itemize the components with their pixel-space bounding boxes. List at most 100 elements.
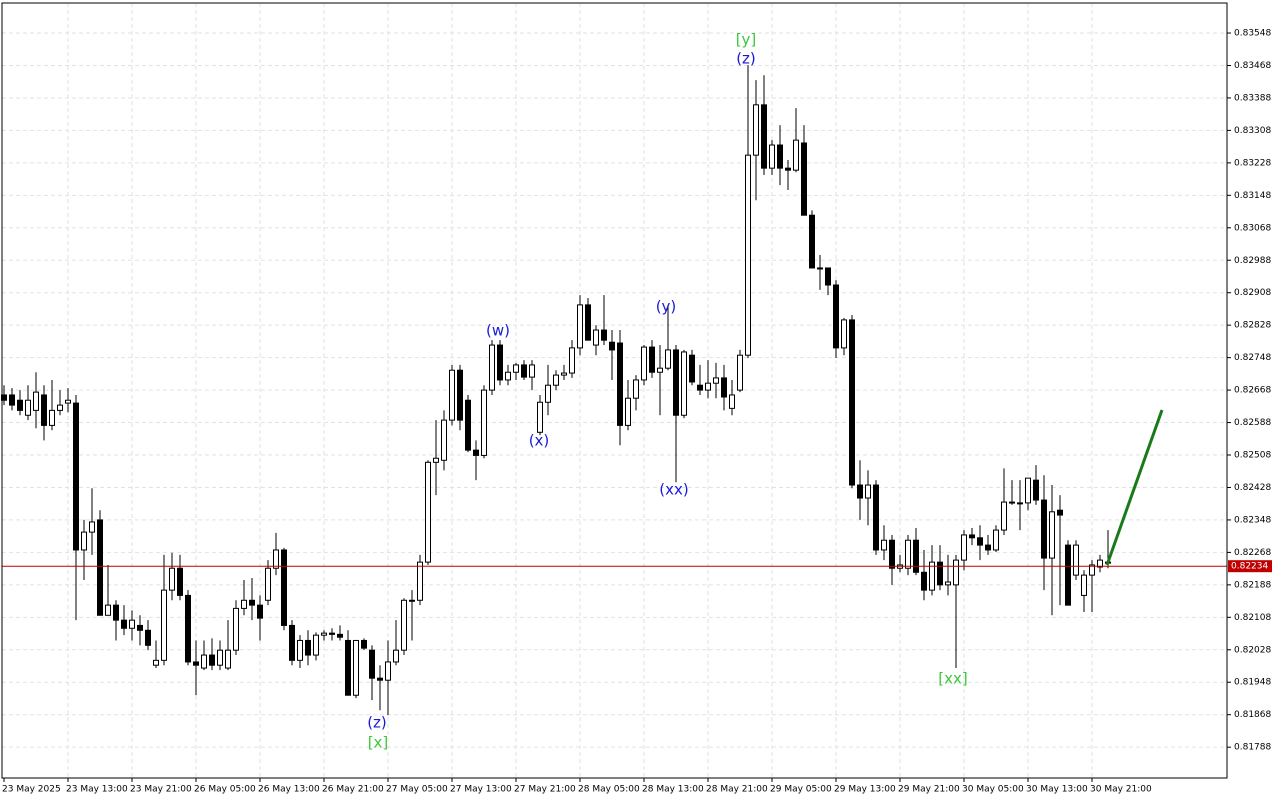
y-tick-label: 0.82908 xyxy=(1234,288,1271,298)
grid xyxy=(2,3,1227,778)
candle-body xyxy=(265,567,271,601)
candle-body xyxy=(377,677,383,681)
x-tick-label: 29 May 13:00 xyxy=(834,785,896,795)
candle-body xyxy=(161,589,167,661)
candle-body xyxy=(577,304,583,349)
candle-body xyxy=(81,531,87,551)
candle-body xyxy=(833,284,839,349)
candle-body xyxy=(977,537,983,546)
x-tick-label: 30 May 13:00 xyxy=(1026,785,1088,795)
candles xyxy=(1,65,1111,716)
candle-body xyxy=(785,167,791,171)
candle-body xyxy=(513,364,519,373)
candle-body xyxy=(313,634,319,656)
candle-body xyxy=(857,484,863,499)
y-tick-label: 0.82428 xyxy=(1234,483,1271,493)
candle-body xyxy=(697,384,703,391)
candle-body xyxy=(217,649,223,666)
current-price-label: 0.82234 xyxy=(1231,562,1268,572)
candle-body xyxy=(73,402,79,551)
candle-body xyxy=(17,399,23,411)
candle-body xyxy=(721,377,727,398)
x-tick-label: 23 May 13:00 xyxy=(66,785,128,795)
wave-label: (z) xyxy=(367,714,387,732)
candle-body xyxy=(953,559,959,586)
candle-body xyxy=(1057,509,1063,516)
wave-label: [y] xyxy=(736,31,757,49)
y-tick-label: 0.83228 xyxy=(1234,158,1271,168)
candle-body xyxy=(993,529,999,551)
candle-body xyxy=(825,267,831,286)
candle-body xyxy=(769,144,775,169)
y-tick-label: 0.82828 xyxy=(1234,321,1271,331)
candle-body xyxy=(945,581,951,586)
candle-body xyxy=(905,539,911,569)
candle-body xyxy=(713,377,719,384)
candle-body xyxy=(441,419,447,461)
overlay: 0.83548 0.83468 0.83388 0.83308 0.83228 0.831… xyxy=(2,29,1272,795)
candle-body xyxy=(145,629,151,646)
candle-body xyxy=(1001,501,1007,531)
candle-body xyxy=(57,404,63,411)
x-tick-label: 23 May 2025 xyxy=(2,785,61,795)
candle-body xyxy=(873,484,879,551)
candle-body xyxy=(257,604,263,619)
candle-body xyxy=(737,354,743,391)
candle-body xyxy=(209,654,215,666)
candle-body xyxy=(633,379,639,399)
candle-body xyxy=(185,594,191,663)
candle-body xyxy=(1081,574,1087,596)
candle-body xyxy=(745,154,751,356)
candle-body xyxy=(297,639,303,661)
candle-body xyxy=(1065,544,1071,606)
candle-body xyxy=(49,409,55,426)
candle-body xyxy=(937,561,943,586)
wave-label: [xx] xyxy=(938,670,967,688)
candle-body xyxy=(1025,477,1031,504)
y-tick-label: 0.82588 xyxy=(1234,418,1271,428)
candle-body xyxy=(601,329,607,341)
y-tick-label: 0.82668 xyxy=(1234,386,1271,396)
candle-body xyxy=(817,267,823,270)
y-tick-label: 0.82508 xyxy=(1234,451,1271,461)
candle-body xyxy=(593,329,599,346)
candle-body xyxy=(537,401,543,433)
y-tick-label: 0.82028 xyxy=(1234,645,1271,655)
candle-body xyxy=(801,142,807,216)
candle-body xyxy=(289,624,295,661)
candle-body xyxy=(201,654,207,669)
candle-body xyxy=(881,539,887,551)
wave-label: (y) xyxy=(656,298,677,316)
candle-body xyxy=(489,344,495,391)
candle-body xyxy=(137,624,143,631)
candle-body xyxy=(409,599,415,602)
candle-body xyxy=(321,632,327,636)
candle-body xyxy=(41,394,47,426)
candle-body xyxy=(449,369,455,421)
candle-body xyxy=(337,633,343,638)
candle-body xyxy=(169,567,175,591)
x-tick-label: 23 May 21:00 xyxy=(130,785,192,795)
candle-body xyxy=(305,639,311,656)
x-tick-label: 27 May 21:00 xyxy=(514,785,576,795)
candle-body xyxy=(641,346,647,381)
candle-body xyxy=(793,139,799,171)
candle-body xyxy=(473,449,479,456)
candle-body xyxy=(681,351,687,416)
candle-body xyxy=(961,534,967,561)
candle-body xyxy=(657,367,663,373)
candle-body xyxy=(617,342,623,426)
y-tick-label: 0.83548 xyxy=(1234,29,1271,39)
candle-body xyxy=(153,659,159,666)
candle-body xyxy=(569,347,575,374)
candle-body xyxy=(689,354,695,383)
candle-body xyxy=(105,604,111,616)
y-tick-label: 0.83308 xyxy=(1234,126,1271,136)
x-tick-label: 26 May 05:00 xyxy=(194,785,256,795)
y-tick-label: 0.83148 xyxy=(1234,191,1271,201)
candle-body xyxy=(401,599,407,651)
candle-body xyxy=(1041,499,1047,559)
candle-body xyxy=(393,649,399,663)
y-tick-label: 0.82108 xyxy=(1234,613,1271,623)
